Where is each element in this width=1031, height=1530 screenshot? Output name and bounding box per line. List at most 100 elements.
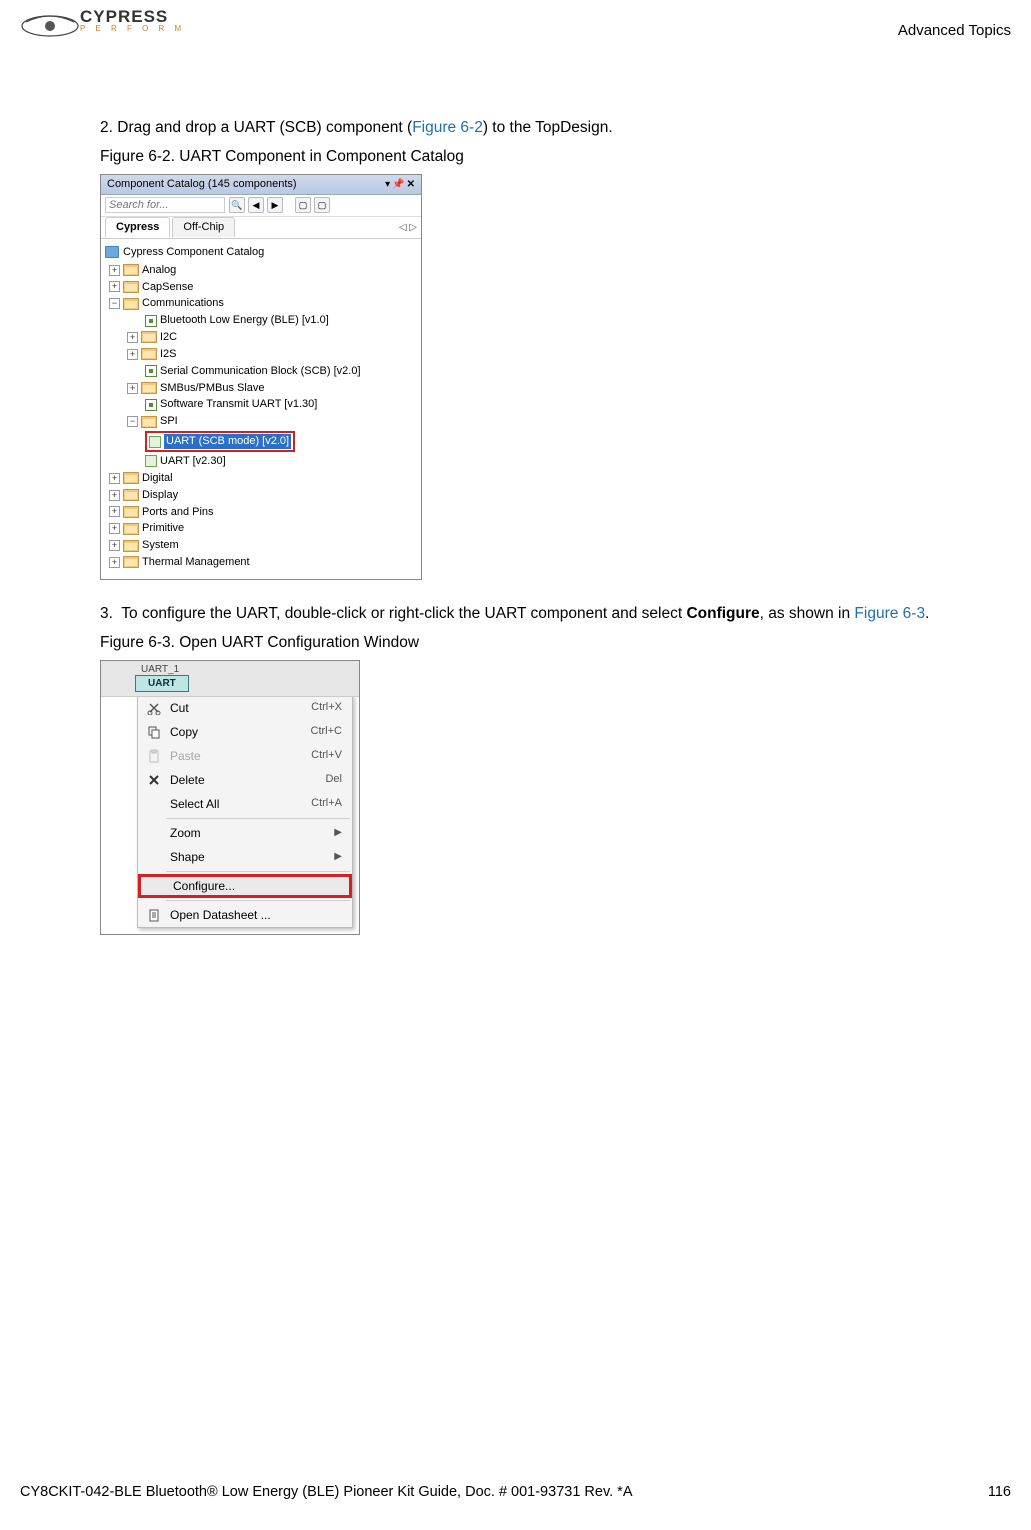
delete-icon: [147, 773, 161, 787]
pin-icon[interactable]: 📌: [392, 178, 404, 192]
expand-icon[interactable]: +: [127, 332, 138, 343]
ctx-cut[interactable]: Cut Ctrl+X: [138, 696, 352, 720]
collapse-icon[interactable]: −: [127, 416, 138, 427]
collapse-icon[interactable]: −: [109, 298, 120, 309]
submenu-arrow-icon: ▶: [334, 850, 342, 864]
dropdown-icon[interactable]: ▾: [385, 178, 390, 192]
tree-node-i2s[interactable]: + I2S: [105, 346, 417, 363]
nav-prev-icon[interactable]: ◀: [248, 197, 264, 213]
tree-node-system[interactable]: + System: [105, 537, 417, 554]
tree-label: Digital: [142, 471, 173, 486]
tree-label: I2S: [160, 347, 177, 362]
ctx-label: Copy: [166, 724, 311, 740]
ctx-separator: [166, 871, 350, 872]
step-2-text-b: ) to the TopDesign.: [483, 119, 613, 136]
step-3-end: .: [925, 605, 929, 622]
tree-label: Analog: [142, 263, 176, 278]
figure-6-3-ref[interactable]: Figure 6-3: [854, 605, 925, 622]
ctx-zoom[interactable]: Zoom ▶: [138, 821, 352, 845]
folder-icon: [123, 506, 139, 518]
tree-label: Bluetooth Low Energy (BLE) [v1.0]: [160, 313, 329, 328]
ctx-delete[interactable]: Delete Del: [138, 768, 352, 792]
expand-icon[interactable]: +: [109, 281, 120, 292]
tree-node-display[interactable]: + Display: [105, 487, 417, 504]
ctx-open-datasheet[interactable]: Open Datasheet ...: [138, 903, 352, 927]
logo-brand-text: CYPRESS: [80, 8, 185, 25]
ctx-label: Open Datasheet ...: [166, 907, 342, 923]
search-icon[interactable]: 🔍: [229, 197, 245, 213]
tree-node-uart-scb-selected[interactable]: UART (SCB mode) [v2.0]: [105, 430, 417, 453]
tree-node-capsense[interactable]: + CapSense: [105, 279, 417, 296]
tree-node-primitive[interactable]: + Primitive: [105, 520, 417, 537]
step-3-bold: Configure: [686, 605, 759, 622]
tree-node-ports[interactable]: + Ports and Pins: [105, 504, 417, 521]
tree-label: Ports and Pins: [142, 505, 214, 520]
step-3-text-a: To configure the UART, double-click or r…: [121, 605, 686, 622]
highlight-box: UART (SCB mode) [v2.0]: [145, 431, 295, 452]
figure-6-2-ref[interactable]: Figure 6-2: [412, 119, 483, 136]
logo-tagline: P E R F O R M: [80, 25, 185, 33]
folder-icon: [123, 298, 139, 310]
ctx-shape[interactable]: Shape ▶: [138, 845, 352, 869]
folder-icon: [123, 489, 139, 501]
tree-node-communications[interactable]: − Communications: [105, 295, 417, 312]
toolbar-icon-a[interactable]: ▢: [295, 197, 311, 213]
ctx-shortcut: Del: [325, 772, 342, 787]
figure-6-3-caption: Figure 6-3. Open UART Configuration Wind…: [100, 633, 1011, 654]
catalog-search-input[interactable]: [105, 197, 225, 213]
tab-off-chip[interactable]: Off-Chip: [172, 217, 235, 237]
tree-node-swuart[interactable]: Software Transmit UART [v1.30]: [105, 396, 417, 413]
expand-icon[interactable]: +: [127, 349, 138, 360]
tree-node-scb[interactable]: Serial Communication Block (SCB) [v2.0]: [105, 363, 417, 380]
folder-icon: [123, 472, 139, 484]
catalog-tabs: Cypress Off-Chip ◁ ▷: [101, 217, 421, 239]
tree-label: Serial Communication Block (SCB) [v2.0]: [160, 364, 361, 379]
folder-icon: [141, 331, 157, 343]
folder-icon: [141, 382, 157, 394]
close-icon[interactable]: ✕: [407, 178, 415, 192]
cut-icon: [147, 701, 161, 715]
tree-node-ble[interactable]: Bluetooth Low Energy (BLE) [v1.0]: [105, 312, 417, 329]
uart-component-block[interactable]: UART: [135, 675, 189, 693]
tree-node-analog[interactable]: + Analog: [105, 262, 417, 279]
tree-node-smbus[interactable]: + SMBus/PMBus Slave: [105, 380, 417, 397]
figure-6-3-screenshot: UART_1 UART Cut Ctrl+X Copy Ctrl+C Paste…: [100, 660, 360, 935]
expand-icon[interactable]: +: [109, 540, 120, 551]
step-2-number: 2.: [100, 119, 113, 136]
ctx-copy[interactable]: Copy Ctrl+C: [138, 720, 352, 744]
expand-icon[interactable]: +: [109, 473, 120, 484]
folder-icon: [123, 556, 139, 568]
expand-icon[interactable]: +: [109, 265, 120, 276]
toolbar-icon-b[interactable]: ▢: [314, 197, 330, 213]
tab-scroll-icons[interactable]: ◁ ▷: [399, 221, 417, 235]
expand-icon[interactable]: +: [109, 557, 120, 568]
tab-cypress[interactable]: Cypress: [105, 217, 170, 237]
tree-root: Cypress Component Catalog: [105, 243, 417, 262]
catalog-titlebar: Component Catalog (145 components) ▾ 📌 ✕: [101, 175, 421, 195]
tree-node-i2c[interactable]: + I2C: [105, 329, 417, 346]
expand-icon[interactable]: +: [109, 506, 120, 517]
copy-icon: [147, 725, 161, 739]
folder-icon: [123, 264, 139, 276]
figure-6-2-screenshot: Component Catalog (145 components) ▾ 📌 ✕…: [100, 174, 422, 580]
ctx-label: Cut: [166, 700, 311, 716]
page-content: 2. Drag and drop a UART (SCB) component …: [0, 48, 1031, 935]
nav-next-icon[interactable]: ▶: [267, 197, 283, 213]
figure-6-2-caption: Figure 6-2. UART Component in Component …: [100, 147, 1011, 168]
expand-icon[interactable]: +: [109, 523, 120, 534]
tree-node-spi[interactable]: − SPI: [105, 413, 417, 430]
tree-node-uart[interactable]: UART [v2.30]: [105, 453, 417, 470]
expand-icon[interactable]: +: [127, 383, 138, 394]
context-menu: Cut Ctrl+X Copy Ctrl+C Paste Ctrl+V Dele…: [137, 695, 353, 928]
tree-label: Thermal Management: [142, 555, 250, 570]
step-2-text-a: Drag and drop a UART (SCB) component (: [117, 119, 412, 136]
tree-node-digital[interactable]: + Digital: [105, 470, 417, 487]
ctx-paste: Paste Ctrl+V: [138, 744, 352, 768]
ctx-configure[interactable]: Configure...: [138, 874, 352, 898]
tree-node-thermal[interactable]: + Thermal Management: [105, 554, 417, 571]
tree-label: I2C: [160, 330, 177, 345]
catalog-title-controls: ▾ 📌 ✕: [385, 178, 415, 192]
expand-icon[interactable]: +: [109, 490, 120, 501]
catalog-title-text: Component Catalog (145 components): [107, 177, 297, 192]
ctx-select-all[interactable]: Select All Ctrl+A: [138, 792, 352, 816]
